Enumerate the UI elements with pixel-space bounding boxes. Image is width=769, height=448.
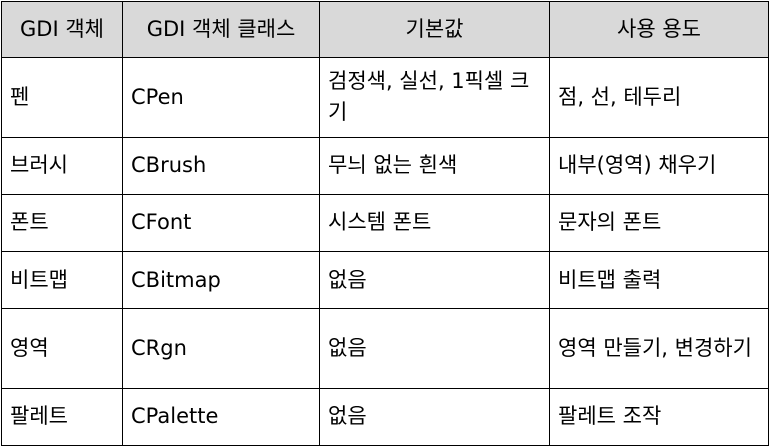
cell-default: 없음 <box>319 387 550 447</box>
cell-object: 비트맵 <box>1 250 123 310</box>
cell-usage: 비트맵 출력 <box>549 250 769 310</box>
cell-default: 없음 <box>319 308 550 389</box>
cell-usage: 내부(영역) 채우기 <box>549 136 769 195</box>
cell-class: CBitmap <box>122 250 320 310</box>
header-gdi-class: GDI 객체 클래스 <box>122 1 320 58</box>
cell-default: 검정색, 실선, 1픽셀 크기 <box>319 57 550 138</box>
cell-default: 시스템 폰트 <box>319 193 550 252</box>
cell-class: CPen <box>122 57 320 138</box>
cell-object: 폰트 <box>1 193 123 252</box>
header-usage: 사용 용도 <box>549 1 769 58</box>
table-row: 팔레트 CPalette 없음 팔레트 조작 <box>1 387 769 447</box>
table-row: 비트맵 CBitmap 없음 비트맵 출력 <box>1 250 769 310</box>
cell-usage: 팔레트 조작 <box>549 387 769 447</box>
table-header-row: GDI 객체 GDI 객체 클래스 기본값 사용 용도 <box>1 1 769 58</box>
cell-class: CFont <box>122 193 320 252</box>
cell-default: 없음 <box>319 250 550 310</box>
cell-object: 팔레트 <box>1 387 123 447</box>
cell-object: 영역 <box>1 308 123 389</box>
header-default-value: 기본값 <box>319 1 550 58</box>
cell-class: CBrush <box>122 136 320 195</box>
cell-usage: 문자의 폰트 <box>549 193 769 252</box>
table-row: 폰트 CFont 시스템 폰트 문자의 폰트 <box>1 193 769 252</box>
cell-object: 브러시 <box>1 136 123 195</box>
table-row: 펜 CPen 검정색, 실선, 1픽셀 크기 점, 선, 테두리 <box>1 57 769 138</box>
cell-class: CPalette <box>122 387 320 447</box>
header-gdi-object: GDI 객체 <box>1 1 123 58</box>
table-row: 브러시 CBrush 무늬 없는 흰색 내부(영역) 채우기 <box>1 136 769 195</box>
cell-default: 무늬 없는 흰색 <box>319 136 550 195</box>
cell-object: 펜 <box>1 57 123 138</box>
table-row: 영역 CRgn 없음 영역 만들기, 변경하기 <box>1 308 769 389</box>
cell-class: CRgn <box>122 308 320 389</box>
cell-usage: 점, 선, 테두리 <box>549 57 769 138</box>
cell-usage: 영역 만들기, 변경하기 <box>549 308 769 389</box>
